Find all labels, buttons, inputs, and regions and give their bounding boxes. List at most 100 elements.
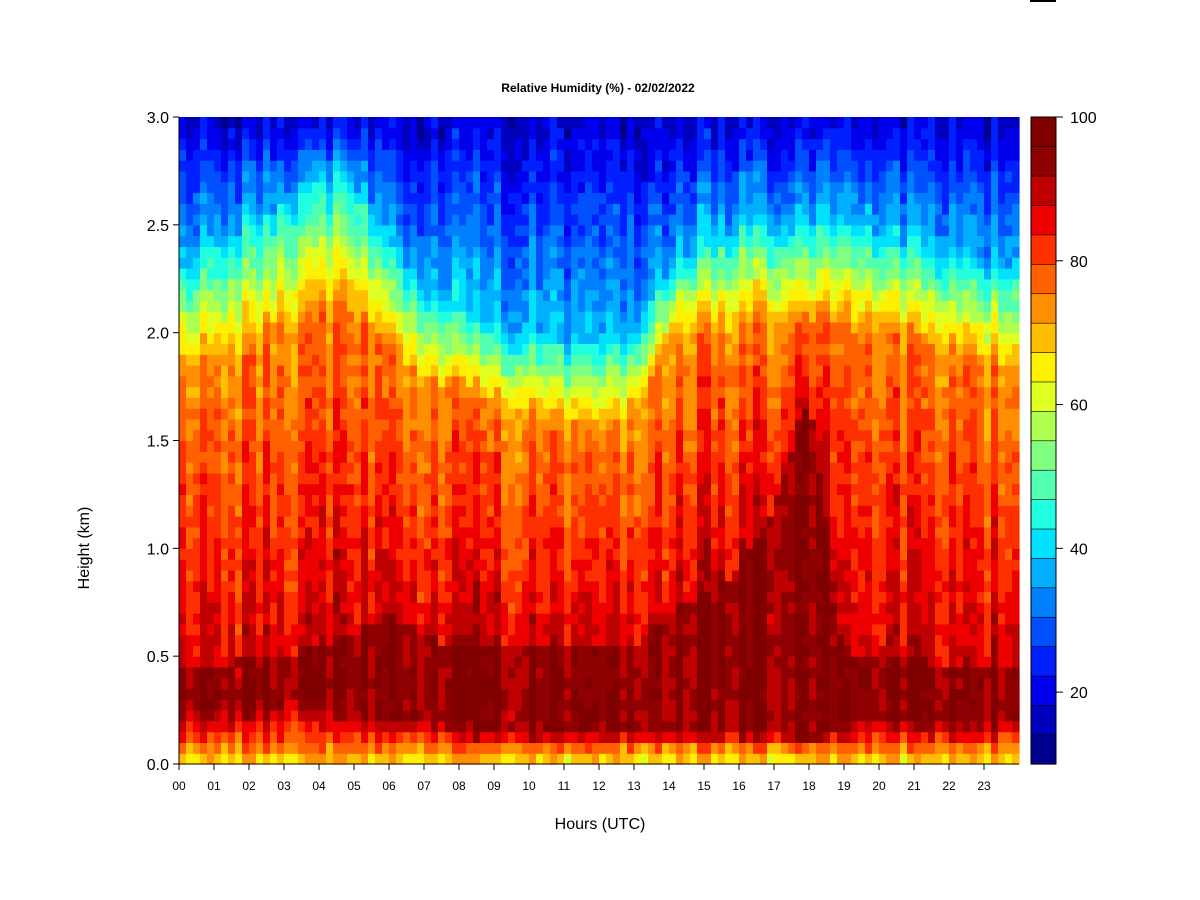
heatmap-cell <box>277 429 285 442</box>
heatmap-cell <box>585 117 593 129</box>
heatmap-cell <box>256 278 264 291</box>
heatmap-cell <box>193 321 201 334</box>
heatmap-cell <box>361 321 369 334</box>
heatmap-cell <box>340 526 348 539</box>
heatmap-cell <box>655 375 663 388</box>
heatmap-cell <box>564 170 572 183</box>
heatmap-cell <box>305 354 313 366</box>
heatmap-cell <box>557 569 565 582</box>
heatmap-cell <box>501 418 509 431</box>
heatmap-cell <box>221 526 229 539</box>
heatmap-cell <box>732 354 740 366</box>
heatmap-cell <box>221 203 229 215</box>
heatmap-cell <box>627 235 635 247</box>
heatmap-cell <box>704 656 712 668</box>
heatmap-cell <box>186 666 194 679</box>
heatmap-cell <box>725 440 733 452</box>
heatmap-cell <box>522 117 530 129</box>
heatmap-cell <box>676 117 684 129</box>
heatmap-cell <box>746 170 754 183</box>
heatmap-cell <box>606 127 614 140</box>
heatmap-cell <box>690 688 698 700</box>
heatmap-cell <box>522 354 530 366</box>
heatmap-cell <box>396 311 404 323</box>
heatmap-cell <box>305 289 313 301</box>
heatmap-cell <box>746 591 754 603</box>
heatmap-cell <box>277 267 285 280</box>
heatmap-cell <box>606 192 614 204</box>
heatmap-cell <box>424 742 432 754</box>
heatmap-cell <box>718 138 726 150</box>
heatmap-cell <box>718 321 726 334</box>
heatmap-cell <box>445 332 453 345</box>
heatmap-cell <box>704 710 712 722</box>
heatmap-cell <box>305 720 313 733</box>
heatmap-cell <box>718 418 726 431</box>
heatmap-cell <box>305 117 313 129</box>
heatmap-cell <box>375 472 383 485</box>
heatmap-cell <box>382 666 390 679</box>
heatmap-cell <box>711 742 719 754</box>
heatmap-cell <box>200 181 208 194</box>
heatmap-cell <box>186 257 194 269</box>
heatmap-cell <box>200 117 208 129</box>
heatmap-cell <box>494 580 502 593</box>
heatmap-cell <box>368 483 376 496</box>
heatmap-cell <box>676 235 684 247</box>
heatmap-cell <box>543 170 551 183</box>
heatmap-cell <box>697 537 705 549</box>
heatmap-cell <box>249 192 257 204</box>
heatmap-cell <box>620 365 628 377</box>
heatmap-cell <box>333 160 341 172</box>
heatmap-cell <box>725 472 733 485</box>
heatmap-cell <box>403 613 411 625</box>
heatmap-cell <box>417 753 425 765</box>
heatmap-cell <box>242 343 250 355</box>
heatmap-cell <box>207 720 215 733</box>
heatmap-cell <box>718 602 726 614</box>
heatmap-cell <box>627 537 635 549</box>
heatmap-cell <box>417 214 425 226</box>
heatmap-cell <box>648 753 656 765</box>
heatmap-cell <box>214 246 222 258</box>
heatmap-cell <box>382 332 390 345</box>
heatmap-cell <box>382 257 390 269</box>
heatmap-cell <box>613 753 621 765</box>
heatmap-cell <box>550 440 558 452</box>
heatmap-cell <box>732 429 740 442</box>
heatmap-cell <box>592 451 600 463</box>
heatmap-cell <box>214 613 222 625</box>
heatmap-cell <box>571 214 579 226</box>
heatmap-cell <box>494 515 502 528</box>
heatmap-cell <box>235 688 243 700</box>
heatmap-cell <box>347 267 355 280</box>
heatmap-cell <box>228 537 236 549</box>
heatmap-cell <box>536 731 544 744</box>
heatmap-cell <box>522 515 530 528</box>
heatmap-cell <box>186 494 194 506</box>
heatmap-cell <box>438 300 446 312</box>
heatmap-cell <box>515 214 523 226</box>
heatmap-cell <box>235 602 243 614</box>
heatmap-cell <box>270 710 278 722</box>
heatmap-cell <box>445 354 453 366</box>
heatmap-cell <box>340 623 348 636</box>
heatmap-cell <box>690 192 698 204</box>
heatmap-cell <box>564 494 572 506</box>
heatmap-cell <box>613 666 621 679</box>
heatmap-cell <box>256 656 264 668</box>
heatmap-cell <box>305 613 313 625</box>
heatmap-cell <box>725 580 733 593</box>
heatmap-cell <box>459 408 467 420</box>
heatmap-cell <box>529 440 537 452</box>
heatmap-cell <box>676 548 684 560</box>
heatmap-cell <box>683 623 691 636</box>
heatmap-cell <box>662 526 670 539</box>
heatmap-cell <box>396 710 404 722</box>
heatmap-cell <box>564 354 572 366</box>
heatmap-cell <box>466 580 474 593</box>
heatmap-cell <box>179 688 187 700</box>
heatmap-cell <box>529 235 537 247</box>
heatmap-cell <box>452 526 460 539</box>
heatmap-cell <box>655 699 663 711</box>
